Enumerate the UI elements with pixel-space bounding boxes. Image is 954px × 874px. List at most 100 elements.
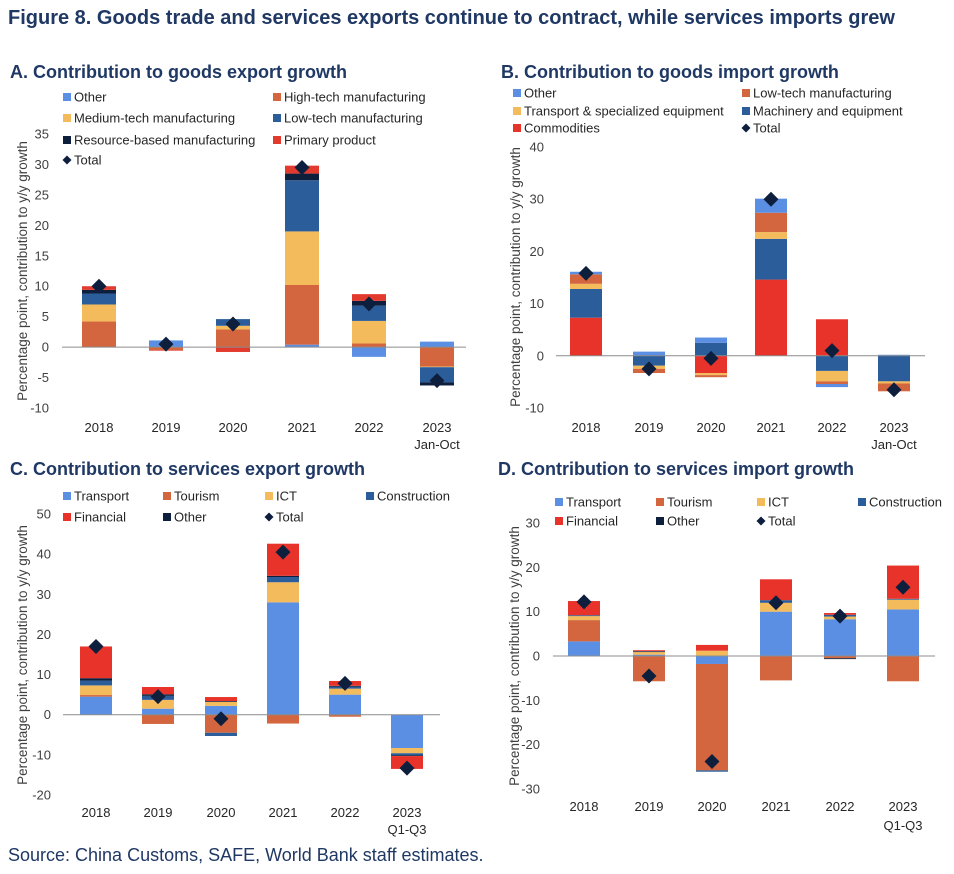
legend-label-ict: ICT (768, 495, 789, 510)
legend-label-ict: ICT (276, 489, 297, 504)
legend-label-construction: Construction (869, 495, 942, 510)
bar-b-transport-specialized-equipment-2020 (695, 373, 727, 376)
total-marker-b-2018 (578, 265, 594, 281)
bar-a-high-tech-manufacturing-2023 (420, 347, 454, 367)
x-tick-label: 2018 (570, 799, 599, 814)
panel-title-d: D. Contribution to services import growt… (498, 459, 855, 479)
y-tick-label: 40 (37, 547, 51, 562)
legend-swatch-financial (63, 513, 71, 521)
bar-d-construction-2023 (887, 598, 919, 600)
legend-total-diamond-icon (741, 123, 751, 133)
bar-b-other-2023 (878, 354, 910, 356)
bar-d-tourism-2020 (696, 663, 728, 771)
legend-total-diamond-icon (264, 512, 274, 522)
bar-c-other-2018 (80, 678, 112, 681)
legend-label-other: Other (524, 86, 557, 101)
bar-b-machinery-and-equipment-2023 (878, 355, 910, 382)
bar-a-medium-tech-manufacturing-2018 (82, 304, 116, 322)
y-axis-title: Percentage point, contribution to y/y gr… (508, 147, 523, 407)
x-tick-note: Q1-Q3 (387, 822, 426, 837)
x-tick-label: 2021 (288, 420, 317, 435)
x-tick-label: 2020 (207, 805, 236, 820)
bar-a-high-tech-manufacturing-2021 (285, 285, 319, 345)
bar-a-low-tech-manufacturing-2021 (285, 180, 319, 232)
bar-c-ict-2020 (205, 701, 237, 706)
y-tick-label: 30 (526, 516, 540, 531)
legend-label-total: Total (753, 121, 781, 136)
legend-label-tourism: Tourism (174, 489, 220, 504)
x-tick-label: 2022 (331, 805, 360, 820)
y-tick-label: 10 (37, 667, 51, 682)
y-tick-label: -10 (30, 401, 49, 416)
total-marker-c-2018 (88, 638, 104, 654)
bar-b-transport-specialized-equipment-2021 (755, 232, 787, 239)
x-tick-label: 2018 (85, 420, 114, 435)
bar-c-other-2020 (205, 701, 237, 702)
bar-d-tourism-2021 (760, 656, 792, 681)
bar-c-financial-2020 (205, 697, 237, 702)
bar-d-financial-2021 (760, 579, 792, 601)
y-tick-label: -10 (521, 693, 540, 708)
chart-a-goods-export-growth: Percentage point, contribution to y/y gr… (15, 90, 466, 452)
legend-swatch-financial (555, 517, 563, 525)
bar-a-medium-tech-manufacturing-2023 (420, 366, 454, 368)
total-marker-c-2021 (275, 544, 291, 560)
bar-c-transport-2019 (142, 708, 174, 715)
x-tick-label: 2019 (635, 420, 664, 435)
bar-c-ict-2023 (391, 748, 423, 754)
bar-c-ict-2018 (80, 685, 112, 696)
bar-d-transport-2018 (568, 641, 600, 656)
chart-b-goods-import-growth: Percentage point, contribution to y/y gr… (508, 86, 925, 452)
legend-label-machinery-and-equipment: Machinery and equipment (753, 104, 903, 119)
legend-swatch-medium-tech-manufacturing (63, 114, 71, 122)
legend-label-primary-product: Primary product (284, 133, 376, 148)
bar-b-machinery-and-equipment-2020 (695, 342, 727, 356)
bar-a-primary-product-2020 (216, 347, 250, 352)
y-tick-label: 35 (35, 127, 49, 142)
legend-swatch-machinery-and-equipment (742, 107, 750, 115)
legend-label-transport-specialized-equipment: Transport & specialized equipment (524, 104, 724, 119)
bar-c-tourism-2021 (267, 714, 299, 724)
total-marker-a-2023 (429, 373, 445, 389)
bar-d-ict-2018 (568, 616, 600, 621)
legend-label-financial: Financial (566, 514, 618, 529)
bar-d-financial-2020 (696, 644, 728, 651)
bar-a-resource-based-manufacturing-2021 (285, 173, 319, 181)
y-tick-label: 20 (526, 560, 540, 575)
legend-label-transport: Transport (74, 489, 130, 504)
y-tick-label: 30 (37, 587, 51, 602)
legend-label-other: Other (174, 510, 207, 525)
x-tick-label: 2019 (152, 420, 181, 435)
bar-d-tourism-2023 (887, 656, 919, 682)
bar-b-low-tech-manufacturing-2020 (695, 375, 727, 378)
bar-d-construction-2020 (696, 770, 728, 772)
bar-b-low-tech-manufacturing-2021 (755, 212, 787, 233)
legend-swatch-low-tech-manufacturing (742, 89, 750, 97)
bar-b-machinery-and-equipment-2019 (633, 355, 665, 366)
bar-a-low-tech-manufacturing-2018 (82, 293, 116, 305)
total-marker-c-2020 (213, 711, 229, 727)
legend-label-medium-tech-manufacturing: Medium-tech manufacturing (74, 111, 235, 126)
bar-b-machinery-and-equipment-2021 (755, 238, 787, 280)
y-tick-label: -30 (521, 782, 540, 797)
legend-swatch-resource-based-manufacturing (63, 136, 71, 144)
x-tick-label: 2021 (757, 420, 786, 435)
legend-swatch-ict (757, 498, 765, 506)
legend-swatch-other (163, 513, 171, 521)
legend-swatch-primary-product (273, 136, 281, 144)
bar-d-transport-2020 (696, 656, 728, 664)
total-marker-b-2020 (703, 350, 719, 366)
bar-c-transport-2020 (205, 705, 237, 715)
bar-b-commodities-2018 (570, 317, 602, 356)
bar-c-construction-2020 (205, 732, 237, 736)
legend-label-construction: Construction (377, 489, 450, 504)
legend-swatch-transport (63, 492, 71, 500)
y-tick-label: 30 (530, 192, 544, 207)
legend-label-financial: Financial (74, 510, 126, 525)
x-tick-label: 2023 (393, 805, 422, 820)
total-marker-b-2019 (641, 361, 657, 377)
panel-title-a: A. Contribution to goods export growth (10, 62, 347, 82)
bar-b-low-tech-manufacturing-2022 (816, 381, 848, 384)
y-tick-label: 10 (526, 604, 540, 619)
